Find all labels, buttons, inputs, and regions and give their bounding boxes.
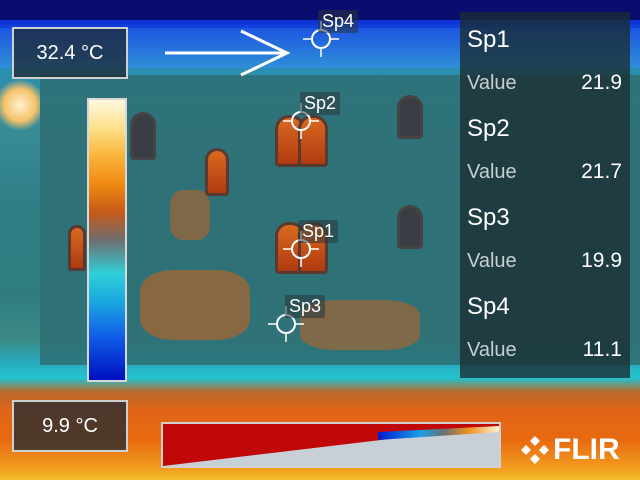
max-temperature-readout: 32.4 °C bbox=[12, 27, 128, 79]
measurement-key: Value bbox=[467, 250, 517, 272]
measurement-name: Sp4 bbox=[467, 293, 510, 320]
arrow-right-icon bbox=[165, 29, 291, 77]
window bbox=[68, 225, 86, 271]
measurement-name: Sp2 bbox=[467, 115, 510, 142]
flir-logo-icon: FLIR bbox=[520, 432, 620, 468]
measurement-panel: Sp1 Value 21.9 Sp2 Value 21.7 Sp3 Value … bbox=[460, 12, 630, 378]
min-temperature-value: 9.9 °C bbox=[42, 414, 98, 437]
measurement-key: Value bbox=[467, 72, 517, 94]
measurement-name: Sp3 bbox=[467, 204, 510, 231]
window bbox=[130, 112, 156, 160]
warm-patch bbox=[170, 190, 210, 240]
range-gradient bbox=[163, 426, 499, 466]
window bbox=[205, 148, 229, 196]
measurement-value: 21.7 bbox=[581, 160, 622, 183]
temperature-range-indicator bbox=[161, 422, 501, 468]
temperature-color-scale bbox=[87, 98, 127, 382]
measurement-value: 19.9 bbox=[581, 249, 622, 272]
spot-label-sp3: Sp3 bbox=[285, 295, 326, 318]
spot-label-sp4: Sp4 bbox=[318, 10, 359, 33]
hot-spot-left bbox=[0, 80, 40, 130]
measurement-name: Sp1 bbox=[467, 26, 510, 53]
measurement-value: 11.1 bbox=[582, 338, 622, 361]
spot-label-sp2: Sp2 bbox=[300, 92, 341, 115]
measurement-key: Value bbox=[467, 161, 517, 183]
min-temperature-readout: 9.9 °C bbox=[12, 400, 128, 452]
flir-mark-icon bbox=[521, 436, 549, 464]
window bbox=[298, 115, 328, 167]
measurement-key: Value bbox=[467, 339, 517, 361]
measurement-value: 21.9 bbox=[581, 71, 622, 94]
spot-label-sp1: Sp1 bbox=[298, 220, 339, 243]
brand-name: FLIR bbox=[553, 433, 620, 466]
window bbox=[397, 205, 423, 249]
warm-patch bbox=[140, 270, 250, 340]
max-temperature-value: 32.4 °C bbox=[36, 41, 104, 64]
window bbox=[397, 95, 423, 139]
